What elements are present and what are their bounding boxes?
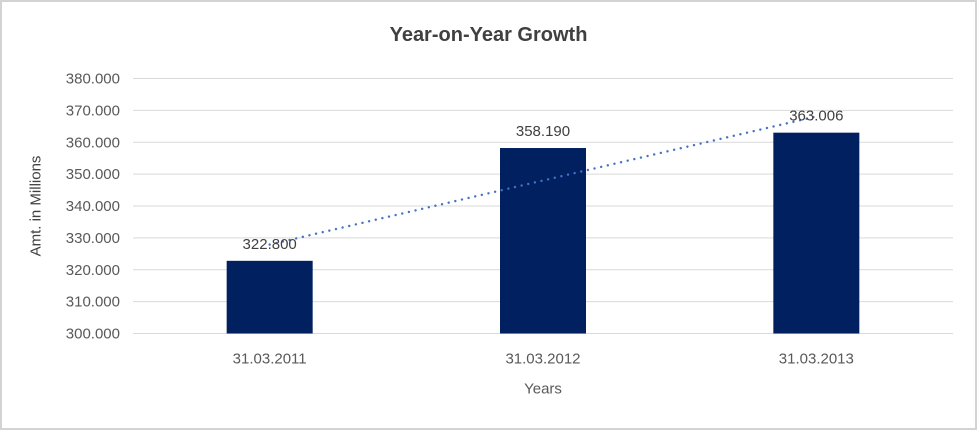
x-tick-label: 31.03.2013 (779, 351, 854, 368)
y-tick-label: 370.000 (66, 102, 120, 119)
y-tick-label: 310.000 (66, 294, 120, 311)
bar-value-label: 363.006 (789, 108, 843, 125)
x-tick-label: 31.03.2011 (233, 351, 307, 368)
chart-title: Year-on-Year Growth (389, 24, 588, 46)
y-tick-label: 360.000 (66, 134, 120, 151)
y-tick-label: 300.000 (66, 326, 120, 343)
y-tick-label: 380.000 (66, 71, 120, 88)
y-tick-label: 320.000 (66, 262, 120, 279)
x-axis-title: Years (524, 380, 562, 398)
bar-value-label: 322.800 (243, 236, 297, 253)
y-tick-label: 340.000 (66, 198, 120, 215)
bar (500, 148, 586, 334)
bar-value-label: 358.190 (516, 123, 570, 140)
bar (773, 132, 860, 334)
x-tick-label: 31.03.2012 (505, 351, 580, 368)
y-tick-label: 330.000 (66, 230, 120, 247)
bar (226, 260, 313, 334)
y-tick-label: 350.000 (66, 166, 120, 183)
